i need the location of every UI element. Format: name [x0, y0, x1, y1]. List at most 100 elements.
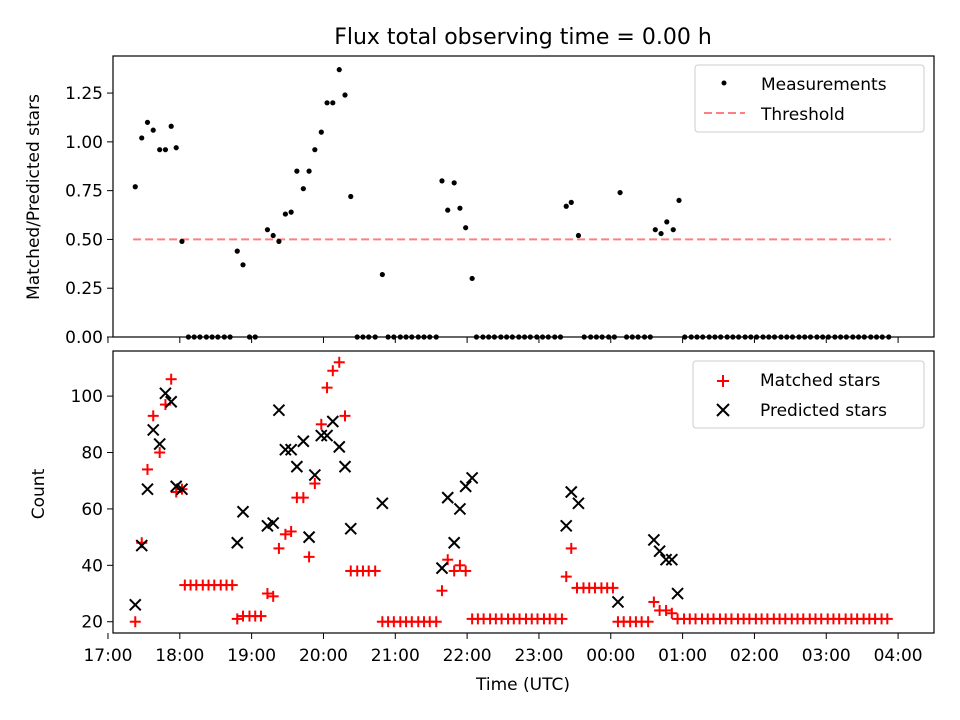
predicted-star-point: [671, 587, 684, 600]
matched-star-point: [273, 542, 285, 554]
matched-star-point: [297, 492, 309, 504]
measurement-point: [270, 232, 276, 239]
bottom-x-tick-label: 17:00: [83, 646, 132, 666]
matched-star-point: [231, 613, 243, 625]
measurement-point: [240, 262, 246, 268]
matched-star-point: [315, 418, 327, 430]
measurement-point: [168, 123, 174, 129]
matched-star-point: [141, 463, 153, 475]
top-y-tick-label: 0.75: [65, 182, 103, 202]
predicted-cross-b: [665, 553, 679, 566]
measurement-point: [306, 168, 312, 174]
bottom-legend: Matched stars Predicted stars: [692, 360, 925, 429]
matched-star-point: [556, 613, 568, 625]
matched-star-point: [321, 382, 333, 394]
predicted-star-point: [465, 471, 479, 485]
bottom-x-tick-label: 03:00: [802, 646, 851, 666]
measurement-point: [439, 178, 445, 184]
predicted-cross-b: [572, 497, 585, 510]
predicted-star-point: [308, 468, 322, 482]
top-legend-box: [694, 64, 925, 133]
matched-star-point: [666, 607, 678, 619]
predicted-star-point: [560, 519, 573, 533]
predicted-star-point: [453, 502, 467, 516]
measurement-point: [652, 227, 658, 233]
legend-measurements-label: Measurements: [761, 75, 887, 95]
predicted-cross-b: [153, 437, 166, 451]
legend-predicted-label: Predicted stars: [760, 401, 887, 421]
matched-star-point: [147, 410, 159, 422]
predicted-star-point: [338, 460, 352, 473]
measurement-point: [282, 211, 288, 217]
matched-star-point: [279, 528, 291, 540]
measurement-point: [150, 127, 156, 133]
measurement-point: [330, 100, 336, 106]
bottom-y-tick-label: 80: [81, 444, 103, 464]
matched-star-point: [309, 478, 321, 490]
measurement-point: [676, 197, 682, 204]
predicted-cross-b: [297, 435, 310, 448]
matched-star-point: [261, 588, 273, 600]
predicted-star-point: [147, 423, 160, 437]
x-axis-label: Time (UTC): [475, 675, 570, 695]
predicted-star-point: [290, 460, 304, 473]
panel-ratio: 0.00 0.25 0.50 0.75 1.00 1.25 Matched/Predict…: [24, 55, 935, 348]
predicted-star-point: [441, 491, 454, 504]
predicted-cross-b: [611, 595, 625, 609]
bottom-x-tick-label: 21:00: [371, 646, 420, 666]
predicted-cross-b: [453, 502, 467, 516]
top-y-tick-label: 1.00: [65, 133, 103, 153]
measurement-point: [451, 180, 457, 186]
predicted-cross-b: [376, 497, 389, 510]
top-axes-frame: [112, 55, 935, 338]
panel-counts: 17:00 18:00 19:00 20:00 21:00 22:00 23:00 00:00…: [29, 350, 935, 695]
predicted-cross-b: [159, 387, 172, 400]
predicted-star-point: [653, 545, 666, 558]
matched-star-point: [660, 604, 672, 616]
predicted-cross-b: [302, 530, 316, 544]
predicted-cross-b: [344, 522, 357, 535]
predicted-star-point: [159, 387, 172, 400]
predicted-cross-b: [272, 404, 286, 417]
matched-star-point: [369, 565, 381, 577]
measurement-point: [379, 271, 385, 278]
predicted-star-point: [135, 539, 148, 552]
predicted-star-point: [647, 533, 661, 547]
measurement-point: [288, 209, 294, 215]
predicted-cross-b: [147, 423, 160, 437]
predicted-star-point: [320, 429, 334, 442]
predicted-cross-b: [135, 539, 148, 552]
predicted-star-point: [272, 404, 286, 417]
predicted-cross-b: [447, 536, 461, 549]
predicted-cross-b: [465, 471, 479, 485]
predicted-star-point: [141, 482, 154, 496]
measurement-point: [234, 248, 240, 254]
top-legend: Measurements Threshold: [694, 64, 925, 133]
predicted-cross-b: [308, 468, 322, 482]
matched-star-point: [327, 365, 339, 377]
measurement-point: [568, 199, 574, 205]
measurement-point: [457, 205, 463, 211]
predicted-cross-b: [315, 429, 328, 442]
matched-star-point: [460, 565, 472, 577]
predicted-star-point: [459, 480, 472, 493]
predicted-star-point: [129, 598, 142, 612]
matched-star-point: [154, 447, 166, 459]
measurement-point: [342, 92, 348, 98]
bottom-x-tick-label: 04:00: [874, 646, 923, 666]
legend-threshold-label: Threshold: [760, 105, 845, 125]
predicted-cross-b: [175, 482, 189, 496]
measurement-point: [670, 227, 676, 233]
bottom-axis-ticks: 17:00 18:00 19:00 20:00 21:00 22:00 23:00 00:00…: [71, 387, 923, 666]
bottom-y-tick-label: 40: [81, 556, 103, 576]
matched-star-point: [267, 590, 279, 602]
measurement-point: [469, 275, 475, 282]
matched-star-point: [165, 373, 177, 385]
bottom-y-axis-label: Count: [29, 468, 49, 519]
predicted-star-point: [447, 536, 461, 549]
predicted-cross-b: [231, 536, 244, 549]
measurement-point: [157, 147, 163, 153]
predicted-star-point: [175, 482, 189, 496]
bottom-x-tick-label: 02:00: [730, 646, 779, 666]
matched-star-point: [226, 579, 238, 591]
